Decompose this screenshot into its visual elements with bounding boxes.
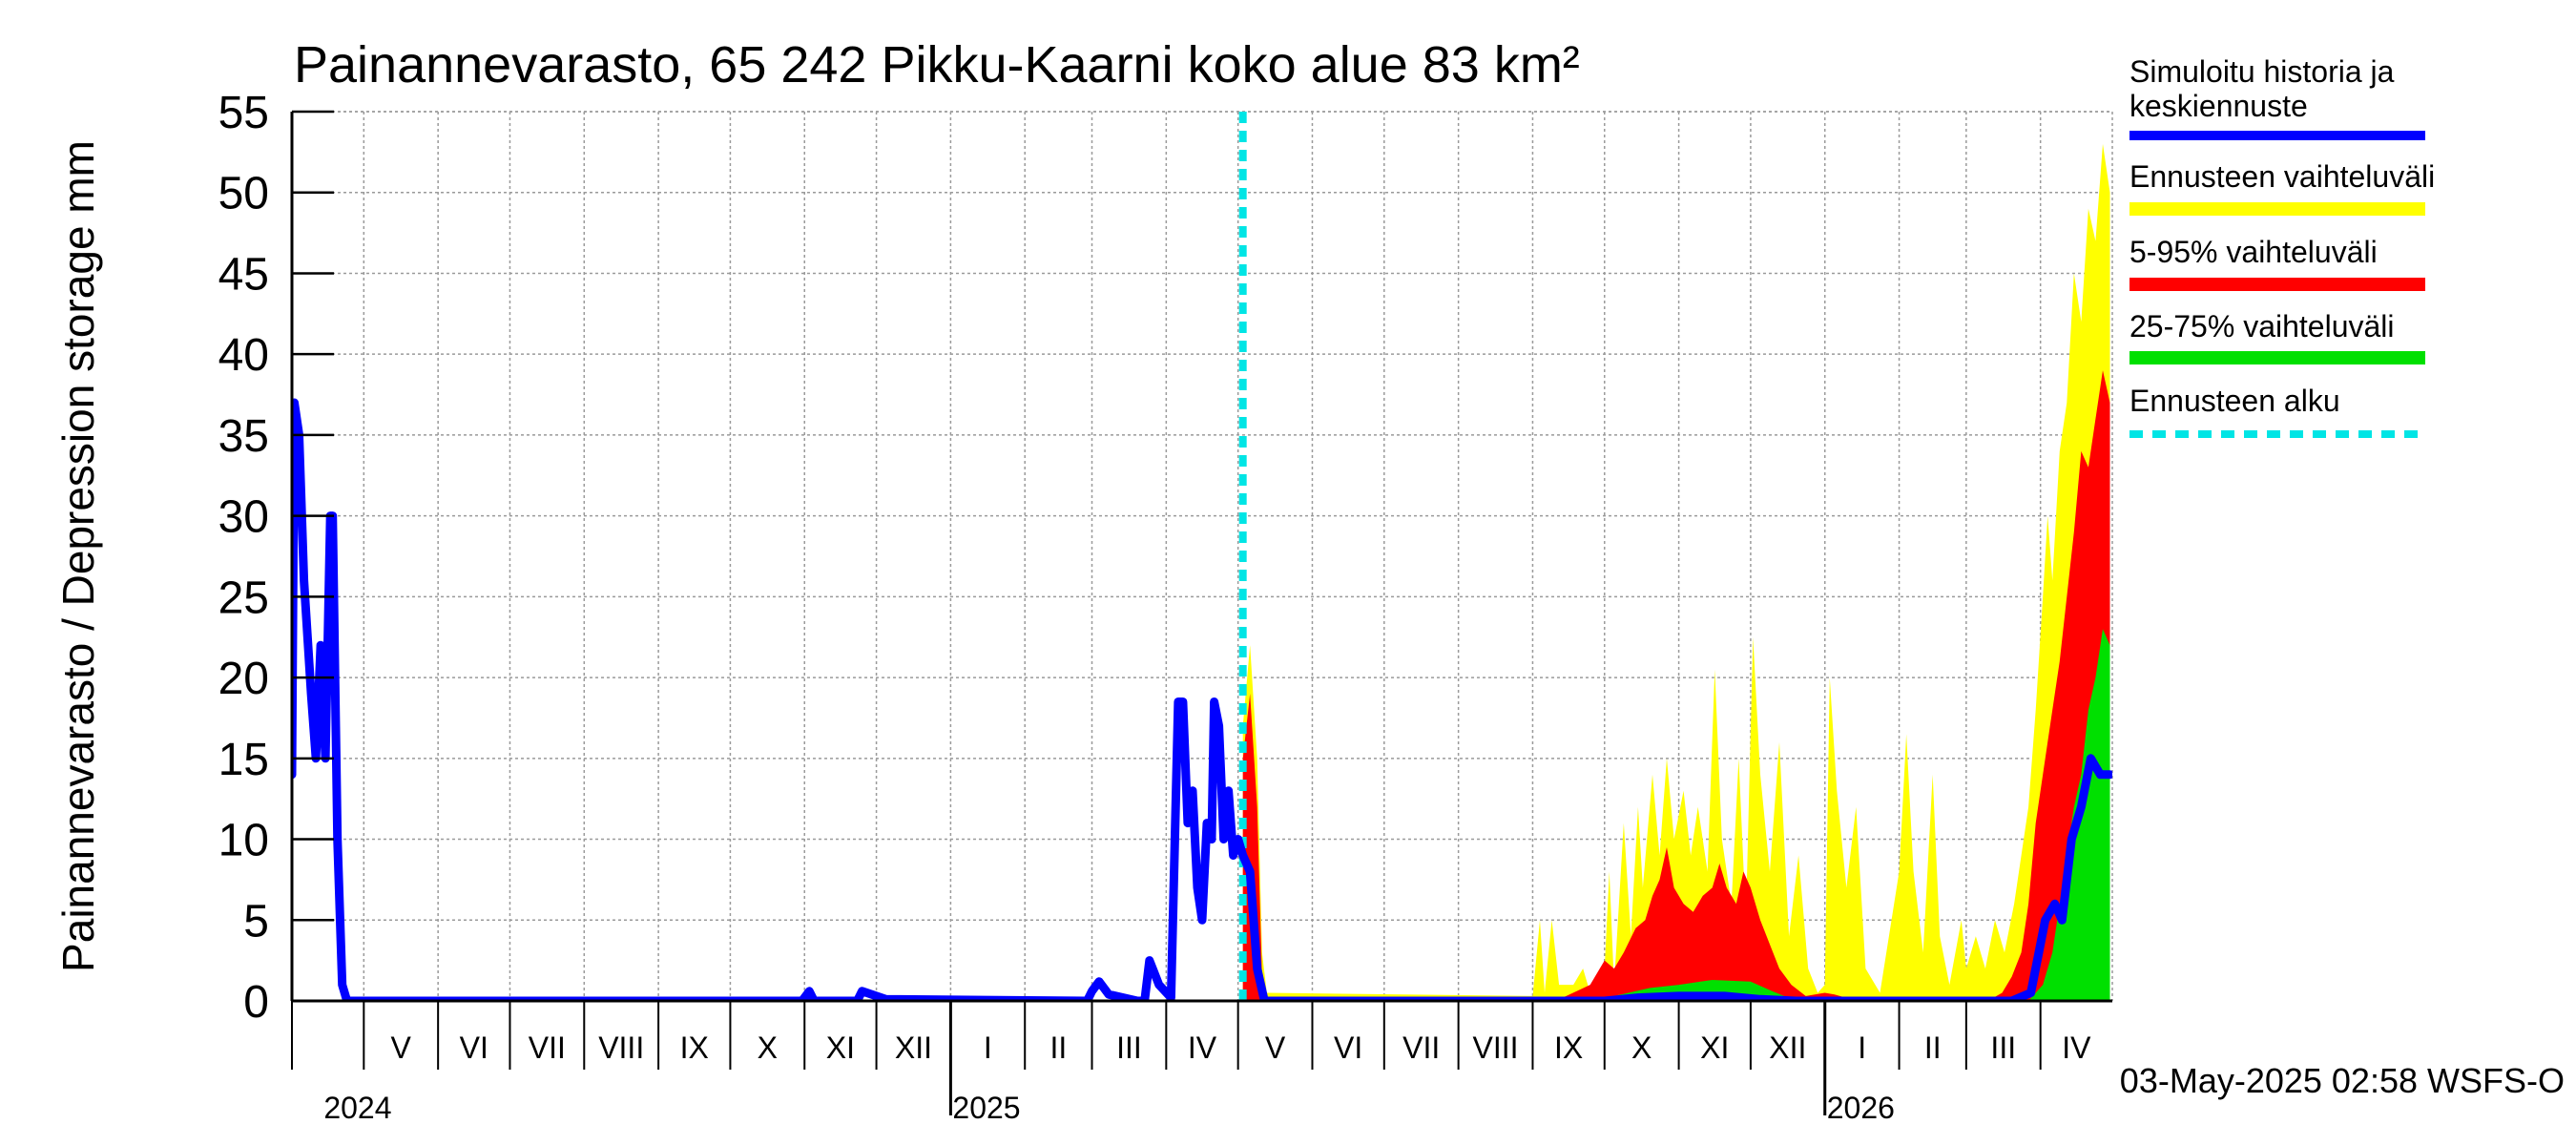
legend-label: Ennusteen vaihteluväli bbox=[2129, 159, 2435, 194]
x-month-label: XI bbox=[1700, 1030, 1729, 1065]
x-month-label: I bbox=[984, 1030, 992, 1065]
x-year-label: 2026 bbox=[1827, 1091, 1895, 1125]
x-month-labels: V VI VII VIII IX X XI XII I II III IV V VI VII VIII IX X X… bbox=[391, 1030, 2092, 1065]
legend-label: Simuloitu historia ja keskiennuste bbox=[2129, 54, 2395, 123]
x-month-label: IX bbox=[1554, 1030, 1583, 1065]
legend-entry: 5-95% vaihteluväli bbox=[2129, 235, 2425, 291]
x-month-label: XII bbox=[895, 1030, 932, 1065]
chart-title: Painannevarasto, 65 242 Pikku-Kaarni kok… bbox=[294, 36, 1580, 94]
x-month-label: VII bbox=[529, 1030, 566, 1065]
y-tick-labels: 0 5 10 15 20 25 30 35 40 45 50 55 bbox=[218, 88, 269, 1028]
x-month-label: IX bbox=[680, 1030, 709, 1065]
x-month-label: VII bbox=[1402, 1030, 1440, 1065]
band-forecast-range bbox=[1242, 143, 2110, 1001]
x-month-label: X bbox=[758, 1030, 778, 1065]
legend-entry: Ennusteen vaihteluväli bbox=[2129, 159, 2435, 216]
x-month-label: IV bbox=[2062, 1030, 2091, 1065]
y-tick-label: 30 bbox=[218, 492, 269, 543]
x-month-label: VI bbox=[1334, 1030, 1362, 1065]
legend-entry: 25-75% vaihteluväli bbox=[2129, 309, 2425, 364]
legend-label: Ennusteen alku bbox=[2129, 384, 2340, 418]
footer-timestamp: 03-May-2025 02:58 WSFS-O bbox=[2120, 1061, 2565, 1100]
y-tick-label: 40 bbox=[218, 330, 269, 381]
x-month-label: VIII bbox=[598, 1030, 644, 1065]
x-month-label: V bbox=[1265, 1030, 1286, 1065]
y-tick-label: 55 bbox=[218, 88, 269, 138]
y-axis-label: Painannevarasto / Depression storage mm bbox=[53, 140, 103, 972]
x-month-label: VI bbox=[460, 1030, 488, 1065]
x-month-label: II bbox=[1924, 1030, 1942, 1065]
legend-label: 25-75% vaihteluväli bbox=[2129, 309, 2395, 344]
x-month-label: II bbox=[1049, 1030, 1067, 1065]
y-tick-label: 45 bbox=[218, 249, 269, 300]
y-tick-label: 10 bbox=[218, 816, 269, 866]
legend-entry: Ennusteen alku bbox=[2129, 384, 2425, 438]
x-month-label: X bbox=[1631, 1030, 1652, 1065]
legend-label-line: keskiennuste bbox=[2129, 89, 2308, 123]
x-year-label: 2024 bbox=[323, 1091, 391, 1125]
band-p25-p75 bbox=[1589, 629, 2110, 1001]
y-tick-label: 15 bbox=[218, 735, 269, 785]
axes bbox=[290, 110, 2112, 1115]
y-tick-label: 20 bbox=[218, 654, 269, 704]
legend: Simuloitu historia ja keskiennuste Ennuste… bbox=[2129, 54, 2435, 438]
x-year-label: 2025 bbox=[952, 1091, 1020, 1125]
x-month-label: III bbox=[1990, 1030, 2016, 1065]
x-month-label: IV bbox=[1188, 1030, 1217, 1065]
x-month-label: XII bbox=[1769, 1030, 1806, 1065]
legend-entry: Simuloitu historia ja keskiennuste bbox=[2129, 54, 2425, 140]
y-tick-label: 50 bbox=[218, 169, 269, 219]
x-month-label: III bbox=[1116, 1030, 1142, 1065]
x-month-label: V bbox=[391, 1030, 412, 1065]
y-tick-label: 5 bbox=[243, 896, 269, 947]
x-year-labels: 2024 2025 2026 bbox=[323, 1091, 1895, 1125]
forecast-bands bbox=[1242, 143, 2110, 1001]
y-tick-label: 0 bbox=[243, 977, 269, 1028]
y-tick-label: 25 bbox=[218, 572, 269, 623]
legend-label: 5-95% vaihteluväli bbox=[2129, 235, 2378, 269]
legend-label-line: Simuloitu historia ja bbox=[2129, 54, 2395, 89]
y-tick-label: 35 bbox=[218, 411, 269, 462]
x-month-label: I bbox=[1858, 1030, 1866, 1065]
x-month-label: XI bbox=[826, 1030, 855, 1065]
x-month-label: VIII bbox=[1473, 1030, 1519, 1065]
